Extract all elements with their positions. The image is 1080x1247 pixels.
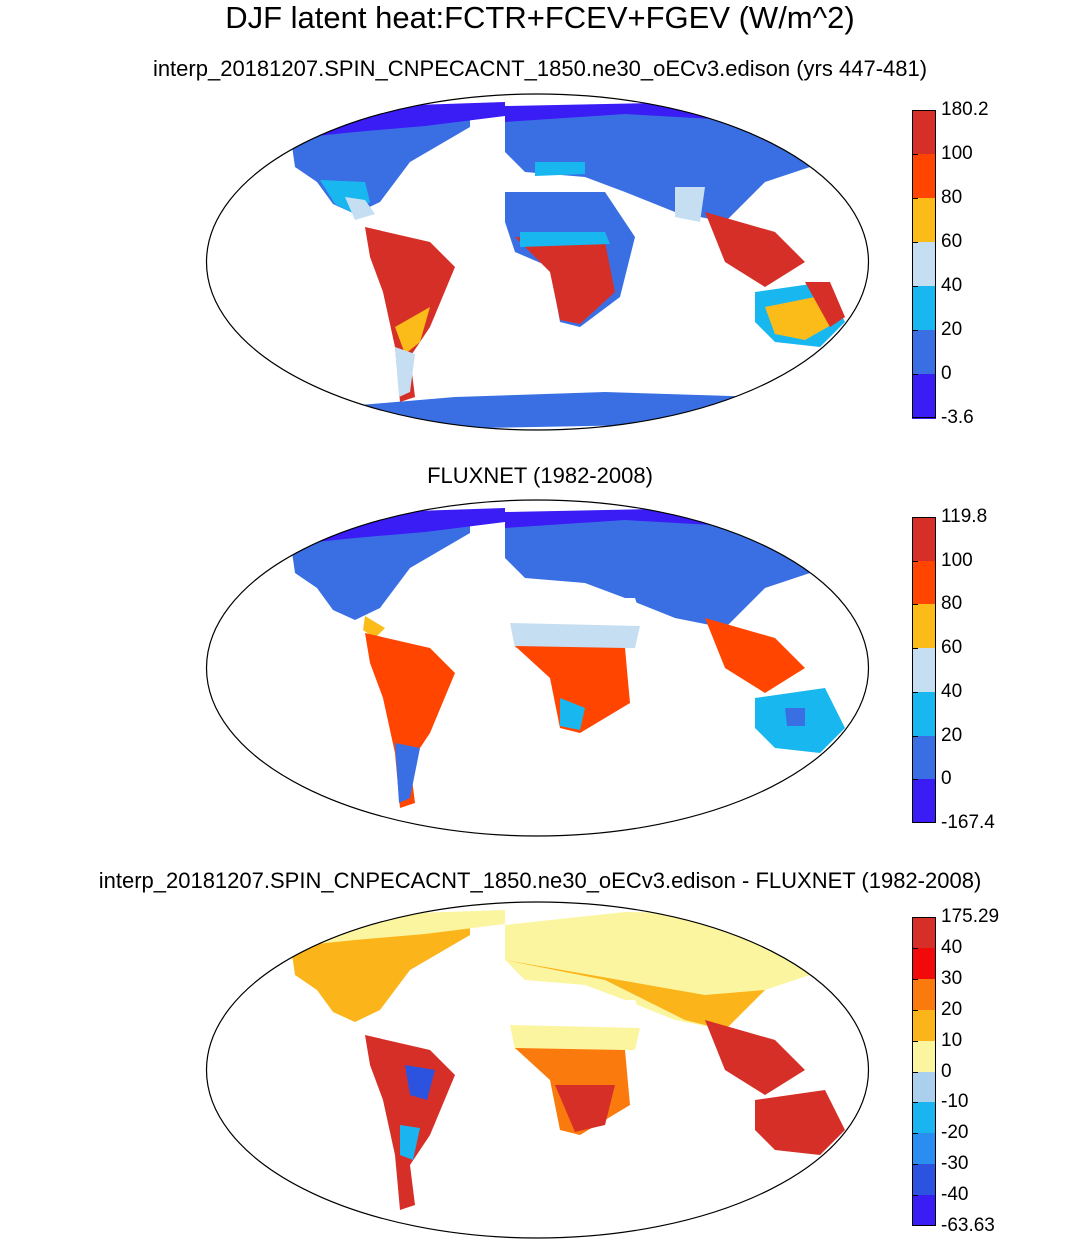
colorbar-frame — [912, 517, 936, 823]
panel-3-map — [205, 901, 870, 1239]
colorbar-tick-label: -20 — [941, 1122, 969, 1144]
panel-2-title: FLUXNET (1982-2008) — [427, 463, 653, 488]
colorbar-tick-label: -3.6 — [941, 407, 974, 428]
colorbar-segment — [912, 1040, 936, 1072]
panel-2-map — [205, 499, 870, 837]
panel-1-map — [205, 93, 870, 431]
colorbar-segment — [912, 560, 936, 605]
colorbar-tick-label: 60 — [941, 231, 963, 252]
colorbar-tick-label: 0 — [941, 768, 952, 790]
colorbar-tick-label: 100 — [941, 549, 973, 571]
colorbar-segment — [912, 1102, 936, 1134]
colorbar-tick — [912, 330, 918, 331]
colorbar-tick — [912, 1040, 918, 1042]
colorbar-tick-label: 20 — [941, 724, 963, 746]
colorbar-segment — [912, 1009, 936, 1042]
colorbar-tick — [912, 1102, 918, 1104]
colorbar-tick — [912, 779, 918, 781]
panel-1-colorbar — [912, 110, 936, 419]
colorbar-tick-label: 20 — [941, 319, 963, 340]
colorbar-segment — [912, 198, 936, 243]
colorbar-tick-label: -30 — [941, 1153, 969, 1175]
colorbar-tick — [912, 286, 918, 287]
colorbar-segment — [912, 978, 936, 1011]
colorbar-tick-label: 0 — [941, 1060, 952, 1082]
panel-3-title: interp_20181207.SPIN_CNPECACNT_1850.ne30… — [98, 868, 982, 893]
figure-title: DJF latent heat:FCTR+FCEV+FGEV (W/m^2) — [225, 0, 855, 35]
colorbar-segment — [912, 1133, 936, 1165]
colorbar-segment — [912, 779, 936, 824]
colorbar-tick — [912, 560, 918, 562]
colorbar-tick-label: 180.2 — [941, 99, 989, 120]
colorbar-tick — [912, 1195, 918, 1197]
colorbar-tick-label: 10 — [941, 1029, 963, 1051]
colorbar-tick-label: -63.63 — [941, 1215, 995, 1236]
colorbar-segment — [912, 604, 936, 649]
colorbar-segment — [912, 330, 936, 375]
colorbar-segment — [912, 1195, 936, 1227]
colorbar-tick-label: 60 — [941, 637, 963, 659]
colorbar-tick — [912, 154, 918, 155]
colorbar-tick — [912, 198, 918, 199]
colorbar-tick — [912, 242, 918, 243]
colorbar-tick-label: 80 — [941, 593, 963, 615]
colorbar-tick-label: 40 — [941, 275, 963, 296]
colorbar-tick — [912, 604, 918, 606]
colorbar-segment — [912, 1071, 936, 1103]
colorbar-tick — [912, 947, 918, 949]
colorbar-frame — [912, 110, 936, 418]
panel-3-colorbar — [912, 917, 936, 1227]
colorbar-tick — [912, 1071, 918, 1073]
colorbar-tick-label: 40 — [941, 680, 963, 702]
colorbar-tick-label: -10 — [941, 1091, 969, 1113]
colorbar-segment — [912, 917, 936, 949]
colorbar-tick — [912, 735, 918, 737]
colorbar-tick-label: -40 — [941, 1184, 969, 1206]
colorbar-segment — [912, 374, 936, 419]
colorbar-tick-label: 100 — [941, 143, 973, 164]
colorbar-tick-label: 175.29 — [941, 906, 1000, 927]
colorbar-tick — [912, 978, 918, 980]
colorbar-tick — [912, 1164, 918, 1166]
colorbar-tick-label: 30 — [941, 967, 963, 989]
colorbar-tick-label: 0 — [941, 363, 952, 384]
colorbar-tick — [912, 691, 918, 693]
colorbar-tick-label: 80 — [941, 187, 963, 208]
colorbar-tick — [912, 1133, 918, 1135]
colorbar-tick — [912, 374, 918, 375]
colorbar-segment — [912, 691, 936, 737]
colorbar-tick-label: 119.8 — [941, 506, 988, 527]
colorbar-tick-label: 20 — [941, 998, 963, 1020]
colorbar-segment — [912, 648, 936, 693]
colorbar-segment — [912, 242, 936, 287]
colorbar-segment — [912, 110, 936, 155]
colorbar-tick — [912, 648, 918, 650]
colorbar-segment — [912, 1164, 936, 1196]
colorbar-segment — [912, 286, 936, 331]
colorbar-segment — [912, 947, 936, 980]
colorbar-segment — [912, 154, 936, 199]
colorbar-tick-label: 40 — [941, 936, 963, 958]
colorbar-segment — [912, 735, 936, 780]
panel-1-title: interp_20181207.SPIN_CNPECACNT_1850.ne30… — [152, 56, 928, 81]
colorbar-tick — [912, 1009, 918, 1011]
colorbar-tick-label: -167.4 — [941, 812, 995, 833]
panel-2-colorbar — [912, 517, 936, 824]
colorbar-segment — [912, 517, 936, 562]
